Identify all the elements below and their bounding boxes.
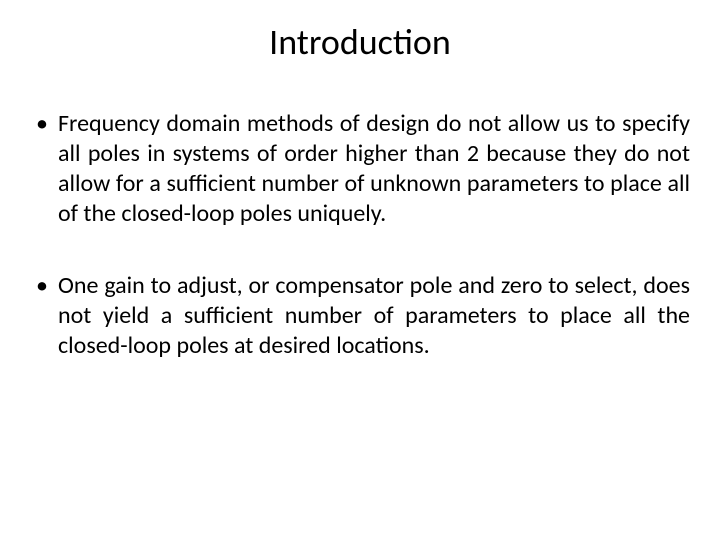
bullet-item: Frequency domain methods of design do no… [30,109,690,229]
slide-title: Introduction [90,20,630,64]
bullet-item: One gain to adjust, or compensator pole … [30,271,690,361]
bullet-list: Frequency domain methods of design do no… [30,109,690,361]
